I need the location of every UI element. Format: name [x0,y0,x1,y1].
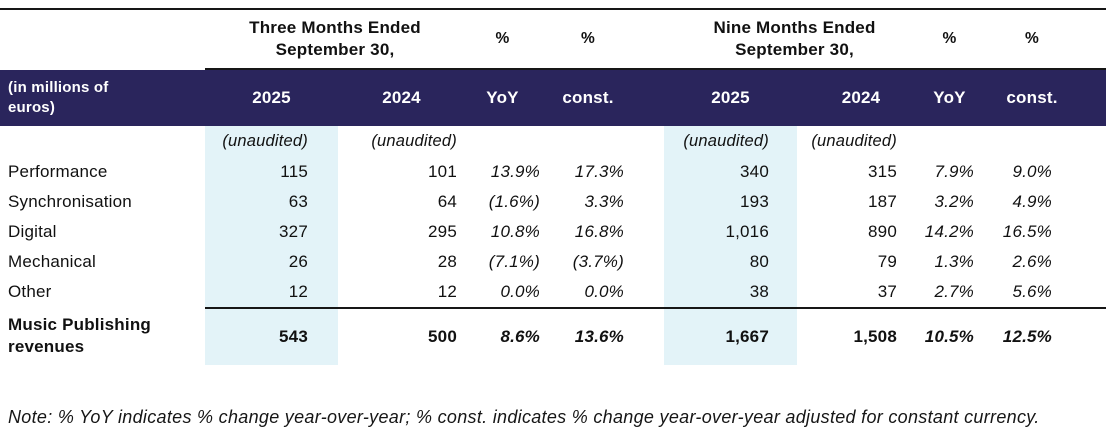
cell-3m-2024: 101 [428,162,457,181]
cell-9m-const: 9.0% [1012,162,1052,181]
unaudited-3m-2024: (unaudited) [371,132,457,150]
cell-3m-2024: 295 [428,222,457,241]
unaudited-9m-2024: (unaudited) [811,132,897,150]
year-header-9m-2024: 2024 [797,70,925,126]
yoy-header-9m: YoY [925,70,1012,126]
total-9m-yoy: 10.5% [925,307,1012,365]
cell-3m-2025: 12 [205,277,338,307]
row-gap [638,247,664,277]
cell-3m-yoy: 13.9% [490,162,540,181]
cell-3m-yoy: 10.8% [490,222,540,241]
cell-3m-const: 3.3% [584,192,624,211]
total-3m-yoy: 8.6% [465,307,552,365]
total-row-label: Music Publishing revenues [8,314,151,356]
cell-3m-const: (3.7%) [572,252,624,271]
pct-header-3m-yoy: % [465,10,552,70]
cell-3m-2024: 28 [437,252,457,271]
row-gap [638,157,664,187]
total-9m-2025: 1,667 [664,307,797,365]
cell-9m-2025: 340 [664,157,797,187]
cell-3m-2024: 64 [437,192,457,211]
cell-9m-2024: 187 [868,192,897,211]
empty-cell [925,126,1012,157]
row-label: Digital [8,222,57,241]
cell-3m-2024: 12 [437,282,457,301]
cell-9m-2024: 315 [868,162,897,181]
row-label-header: (in millions of euros) [0,70,205,126]
year-header-3m-2025: 2025 [205,70,338,126]
revenue-table: Three Months Ended September 30, % % Nin… [0,8,1106,365]
cell-3m-yoy: (7.1%) [488,252,540,271]
empty-cell [465,126,552,157]
cell-3m-2025: 115 [205,157,338,187]
band-gap [638,70,664,126]
unaudited-3m-2025: (unaudited) [205,126,338,157]
total-3m-const: 13.6% [552,307,638,365]
pct-header-9m-yoy: % [925,10,1012,70]
total-3m-2025: 543 [205,307,338,365]
period-header-three-months: Three Months Ended September 30, [205,10,465,70]
cell-3m-yoy: 0.0% [500,282,540,301]
row-label: Synchronisation [8,192,132,211]
yoy-header-3m: YoY [465,70,552,126]
header-spacer [0,10,205,70]
row-label: Mechanical [8,252,96,271]
row-gap [638,277,664,307]
cell-9m-yoy: 3.2% [934,192,974,211]
period-header-nine-months: Nine Months Ended September 30, [664,10,925,70]
cell-9m-2025: 1,016 [664,217,797,247]
empty-cell [638,126,664,157]
row-label: Other [8,282,52,301]
total-9m-const: 12.5% [1003,307,1106,365]
total-gap [638,307,664,365]
cell-9m-2025: 80 [664,247,797,277]
row-label: Performance [8,162,108,181]
cell-3m-const: 0.0% [584,282,624,301]
row-gap [638,187,664,217]
const-header-3m: const. [552,70,638,126]
empty-cell [1012,126,1106,157]
cell-3m-2025: 63 [205,187,338,217]
cell-9m-2024: 890 [868,222,897,241]
const-header-9m: const. [1006,70,1106,126]
cell-9m-const: 5.6% [1012,282,1052,301]
empty-cell [552,126,638,157]
cell-3m-2025: 327 [205,217,338,247]
unaudited-9m-2025: (unaudited) [664,126,797,157]
unaudited-spacer [0,126,205,157]
total-9m-2024: 1,508 [797,307,925,365]
row-gap [638,217,664,247]
pct-header-3m-const: % [552,10,638,70]
cell-9m-yoy: 1.3% [934,252,974,271]
header-gap [638,10,664,70]
year-header-9m-2025: 2025 [664,70,797,126]
cell-9m-2024: 79 [877,252,897,271]
cell-3m-2025: 26 [205,247,338,277]
cell-3m-yoy: (1.6%) [488,192,540,211]
cell-9m-2025: 38 [664,277,797,307]
cell-9m-const: 16.5% [1002,222,1052,241]
cell-9m-const: 2.6% [1012,252,1052,271]
footnote: Note: % YoY indicates % change year-over… [8,407,1040,427]
cell-9m-yoy: 14.2% [924,222,974,241]
cell-9m-yoy: 2.7% [934,282,974,301]
cell-9m-2025: 193 [664,187,797,217]
cell-3m-const: 17.3% [574,162,624,181]
total-3m-2024: 500 [338,307,465,365]
cell-9m-2024: 37 [877,282,897,301]
year-header-3m-2024: 2024 [338,70,465,126]
pct-header-9m-const: % [1012,10,1106,70]
cell-3m-const: 16.8% [574,222,624,241]
cell-9m-yoy: 7.9% [934,162,974,181]
cell-9m-const: 4.9% [1012,192,1052,211]
